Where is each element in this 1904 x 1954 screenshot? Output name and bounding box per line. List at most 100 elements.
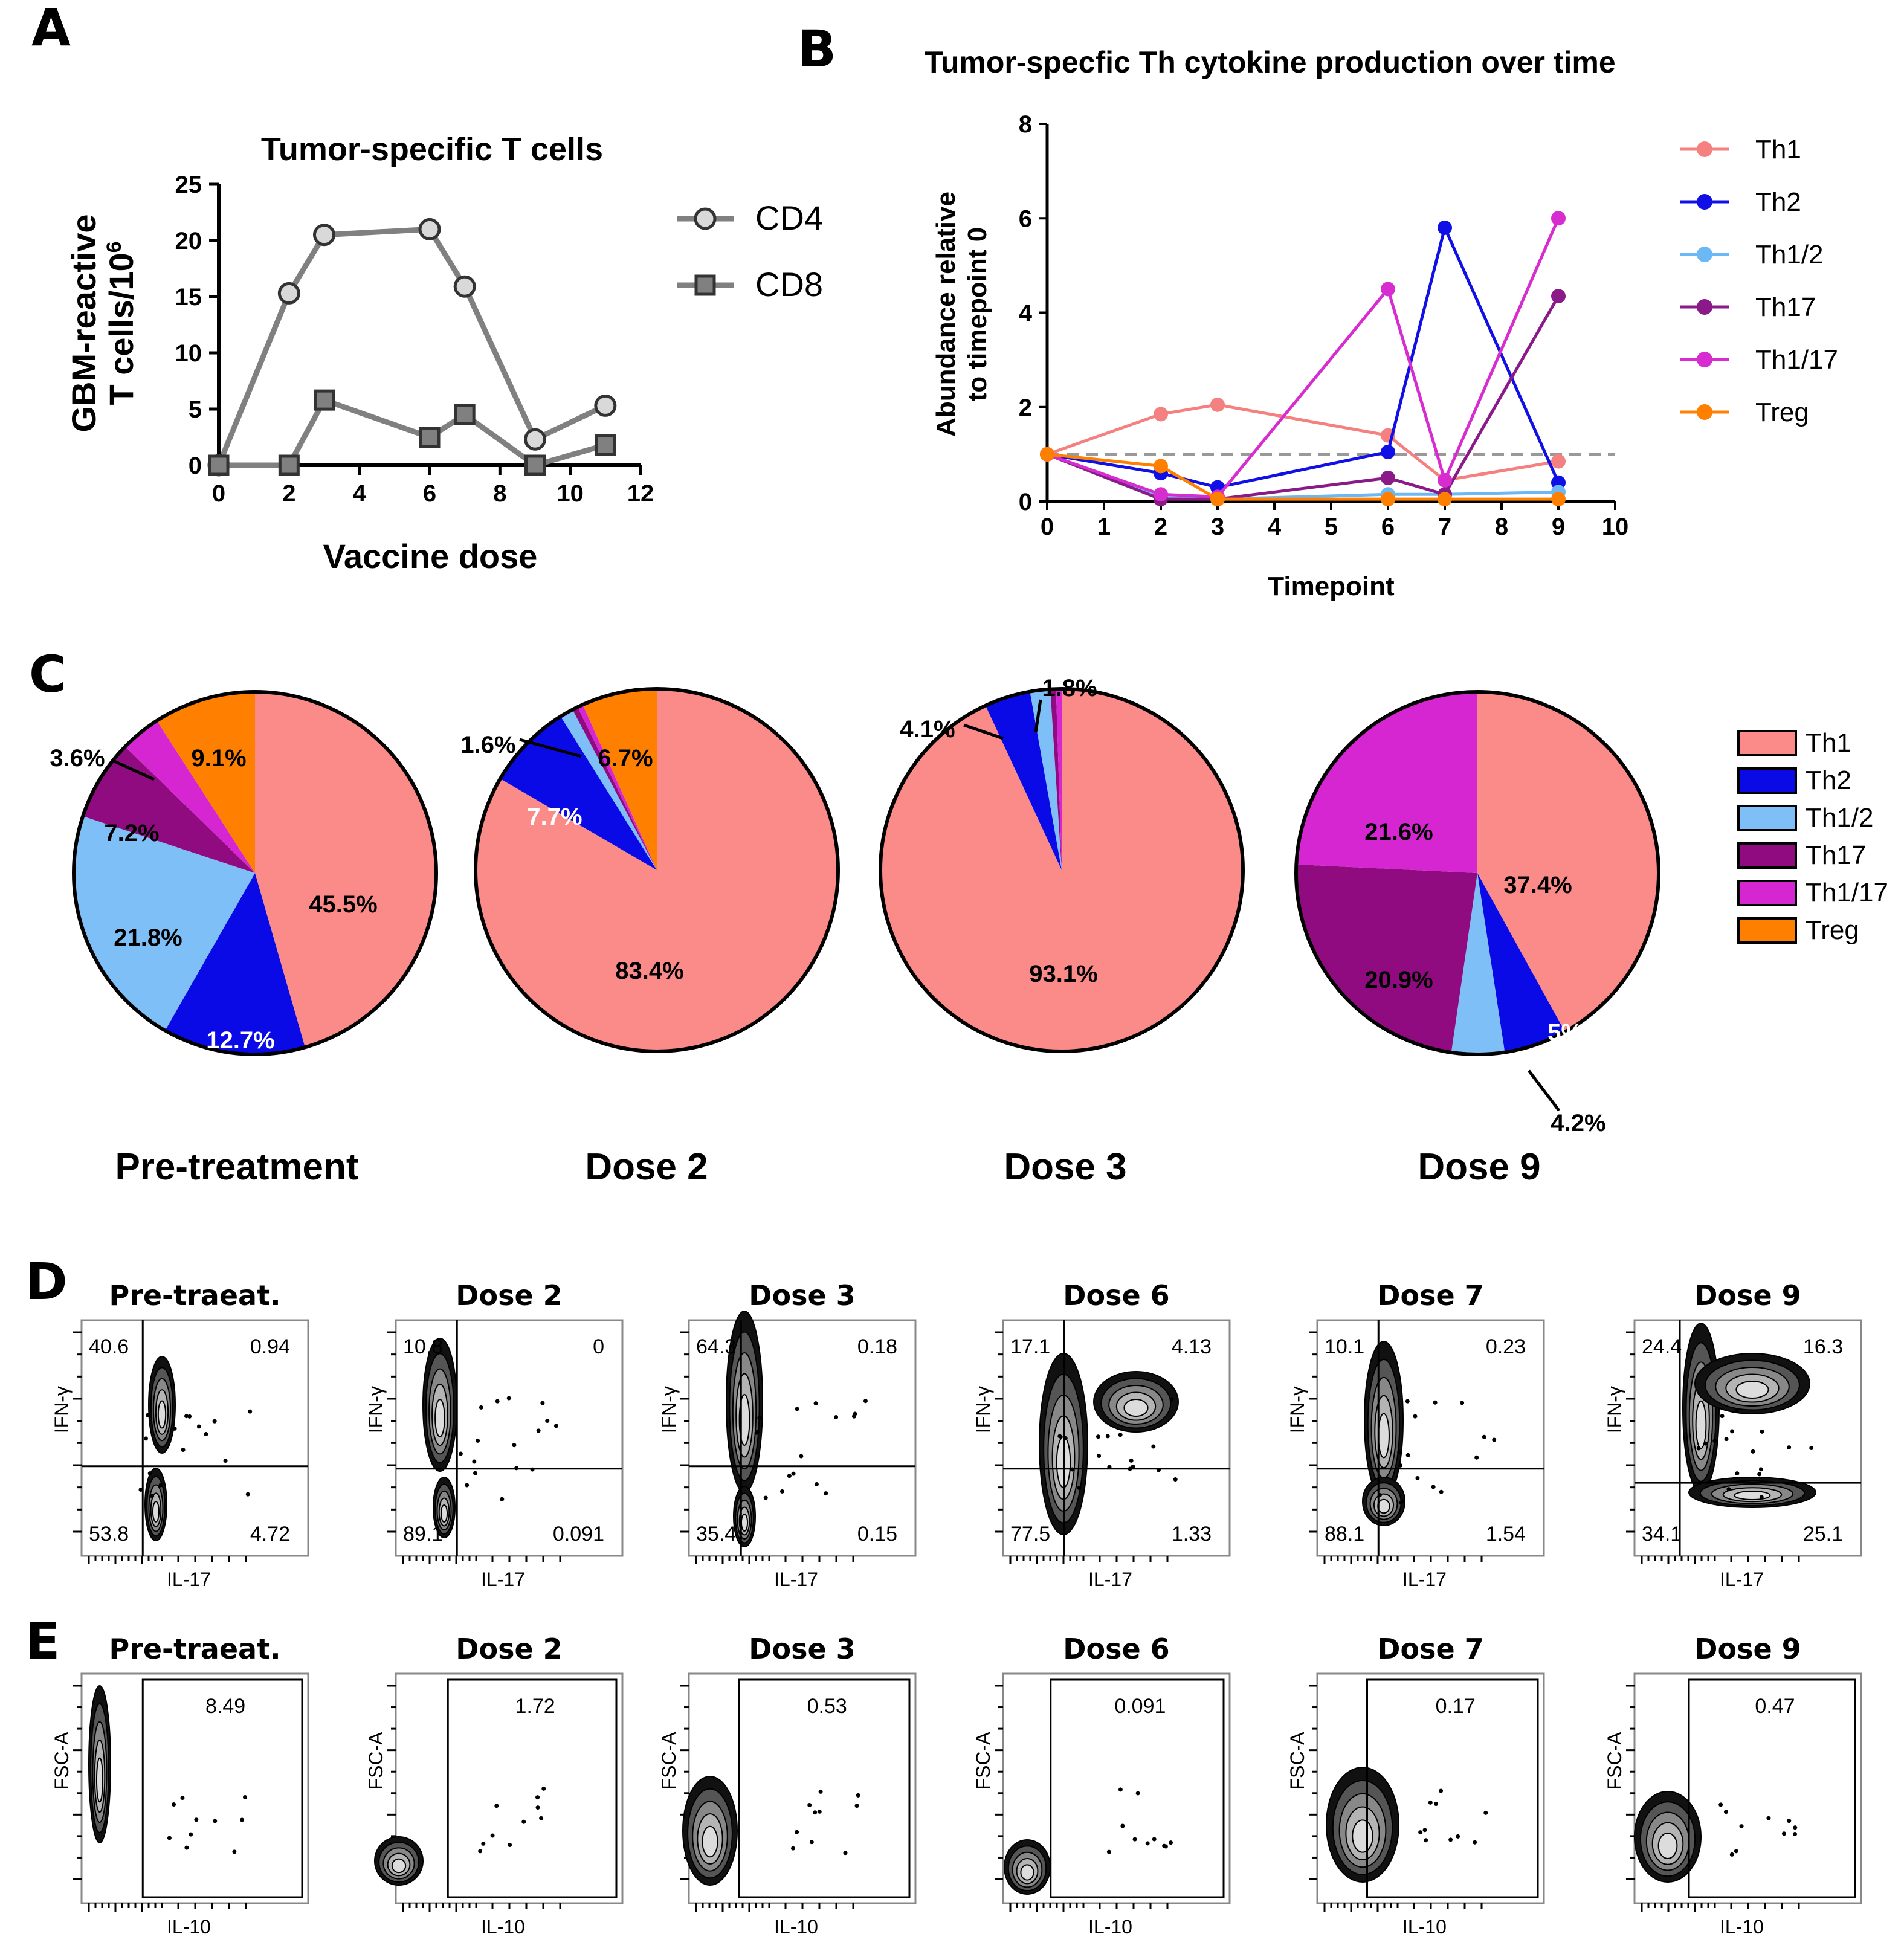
chart-b-ylabel-line2: to timepoint 0 (963, 227, 992, 401)
event-dot (787, 1474, 792, 1478)
legend-label-th1-2: Th1/2 (1755, 240, 1824, 269)
point-treg (1210, 492, 1225, 507)
gate-percentage: 0.17 (1436, 1695, 1476, 1718)
flow-d-xlabel: IL-17 (774, 1569, 818, 1590)
event-dot (1757, 1472, 1762, 1477)
event-dot (1405, 1453, 1410, 1457)
event-dot (506, 1396, 511, 1401)
quadrant-lower-left: 89.1 (403, 1523, 443, 1546)
point-th1-17 (1381, 282, 1395, 297)
chart-b-ylabel-line1: Abundance relative (931, 192, 961, 437)
gate-percentage: 1.72 (515, 1695, 555, 1718)
event-dot (248, 1409, 253, 1414)
quadrant-lower-left: 34.1 (1642, 1523, 1682, 1546)
flow-plot-title: Dose 2 (456, 1633, 562, 1665)
event-dot (854, 1804, 859, 1808)
pie-slice-th2 (1477, 873, 1565, 1053)
event-dot (1703, 1441, 1708, 1446)
point-treg (1381, 492, 1395, 507)
chart-a-title: Tumor-specific T cells (261, 131, 603, 167)
event-dot (1726, 1487, 1731, 1492)
event-dot (1151, 1444, 1156, 1449)
event-dot (1424, 1838, 1428, 1843)
event-dot (856, 1793, 860, 1798)
pie-slice-th1 (1477, 692, 1659, 1032)
legend-label-th17: Th17 (1755, 292, 1816, 322)
flow-e-ylabel: FSC-A (658, 1732, 680, 1790)
legend-label-cd8: CD8 (755, 265, 823, 303)
legend-swatch-th1-2 (1737, 805, 1797, 831)
event-dot (1152, 1837, 1157, 1842)
flow-d-ticks (387, 1331, 561, 1564)
quadrant-lower-right: 4.72 (250, 1523, 290, 1546)
event-dot (545, 1419, 550, 1424)
pie1-label-th2: 12.7% (206, 1027, 274, 1054)
event-dot (817, 1809, 822, 1814)
event-dot (795, 1407, 799, 1411)
event-dot (1105, 1434, 1110, 1439)
flow-d-ylabel: IFN-γ (1286, 1386, 1308, 1433)
pie-slice-th2 (500, 716, 657, 870)
event-dot (1057, 1434, 1062, 1439)
point-th17 (1551, 289, 1566, 304)
il10-gate (141, 1678, 303, 1898)
quadrant-upper-left: 10.1 (1325, 1335, 1364, 1358)
event-dot (1730, 1429, 1735, 1434)
event-dot (1118, 1433, 1123, 1437)
density-contour (152, 1501, 160, 1523)
density-contour (740, 1514, 749, 1532)
chart-a-yticks: 0 5 10 15 20 25 (175, 172, 219, 479)
event-dot (146, 1413, 150, 1417)
chart-a-ylabel-line2: T cells/106 (102, 241, 140, 405)
flow-d-xlabel: IL-17 (1402, 1569, 1447, 1590)
event-dot (1759, 1495, 1764, 1500)
event-dot (1787, 1819, 1792, 1823)
event-dot (1077, 1486, 1082, 1491)
event-dot (143, 1436, 148, 1441)
flow-plot-title: Pre-traeat. (109, 1633, 280, 1665)
legend-marker-cd4 (694, 207, 717, 230)
il10-gate (738, 1678, 911, 1898)
event-dot (1118, 1787, 1123, 1792)
chart-b-yticks: 0 2 4 6 8 (1019, 111, 1047, 515)
point-cd8 (208, 454, 230, 476)
pie4-label-th2: 5% (1547, 1019, 1583, 1046)
event-dot (818, 1789, 823, 1794)
event-dot (1723, 1810, 1728, 1814)
legend-marker-th1 (1697, 141, 1712, 157)
quadrant-lower-left: 88.1 (1325, 1523, 1364, 1546)
pie1-label-th117: 3.6% (50, 745, 105, 772)
event-dot (1724, 1437, 1729, 1442)
chart-a-ytick-label: 25 (175, 172, 202, 198)
event-dot (813, 1810, 818, 1815)
density-contour (1378, 1413, 1390, 1459)
chart-b-xtick-label: 9 (1552, 514, 1565, 540)
legend-label-th2: Th2 (1806, 766, 1851, 795)
pie-dose-9 (1294, 690, 1660, 1056)
flow-e-frame (395, 1672, 624, 1904)
il10-gate (1050, 1678, 1225, 1898)
pie-pre-treatment (72, 690, 438, 1056)
event-dot (508, 1842, 512, 1847)
gate-percentage: 0.091 (1114, 1695, 1166, 1718)
quadrant-lower-left: 35.4 (696, 1523, 736, 1546)
pie4-label-th12: 4.2% (1551, 1110, 1605, 1137)
point-th17 (1381, 470, 1395, 485)
pie3-label-th12: 1.8% (1042, 675, 1097, 701)
chart-a-ytick-label: 10 (175, 340, 202, 367)
event-dot (204, 1431, 208, 1436)
chart-a-ytick-label: 15 (175, 284, 202, 311)
pie3-label-th2: 4.1% (900, 716, 955, 743)
chart-b-axes (1045, 124, 1615, 503)
flow-plot-d-dose-9: Dose 9 IL-17 IFN-γ 24.4 16.3 34.1 25.1 (1604, 1279, 1862, 1590)
flow-plot-d-dose-3: Dose 3 IL-17 IFN-γ 64.3 0.18 35.4 0.15 (658, 1279, 917, 1590)
legend-marker-treg (1697, 404, 1712, 420)
event-dot (196, 1424, 201, 1429)
chart-b-title: Tumor-specfic Th cytokine production ove… (925, 45, 1616, 79)
panel-d-flow-plots: Pre-traeat. IL-17 IFN-γ 40.6 0.94 53.8 4.72 Dos… (51, 1279, 1862, 1590)
legend-label-th1: Th1 (1806, 728, 1851, 758)
chart-a-ylabel-superscript: 6 (103, 241, 126, 253)
flow-plot-e-dose-9: Dose 9 IL-10 FSC-A 0.47 (1604, 1633, 1862, 1938)
legend-label-th2: Th2 (1755, 187, 1801, 217)
event-dot (1422, 1828, 1427, 1833)
